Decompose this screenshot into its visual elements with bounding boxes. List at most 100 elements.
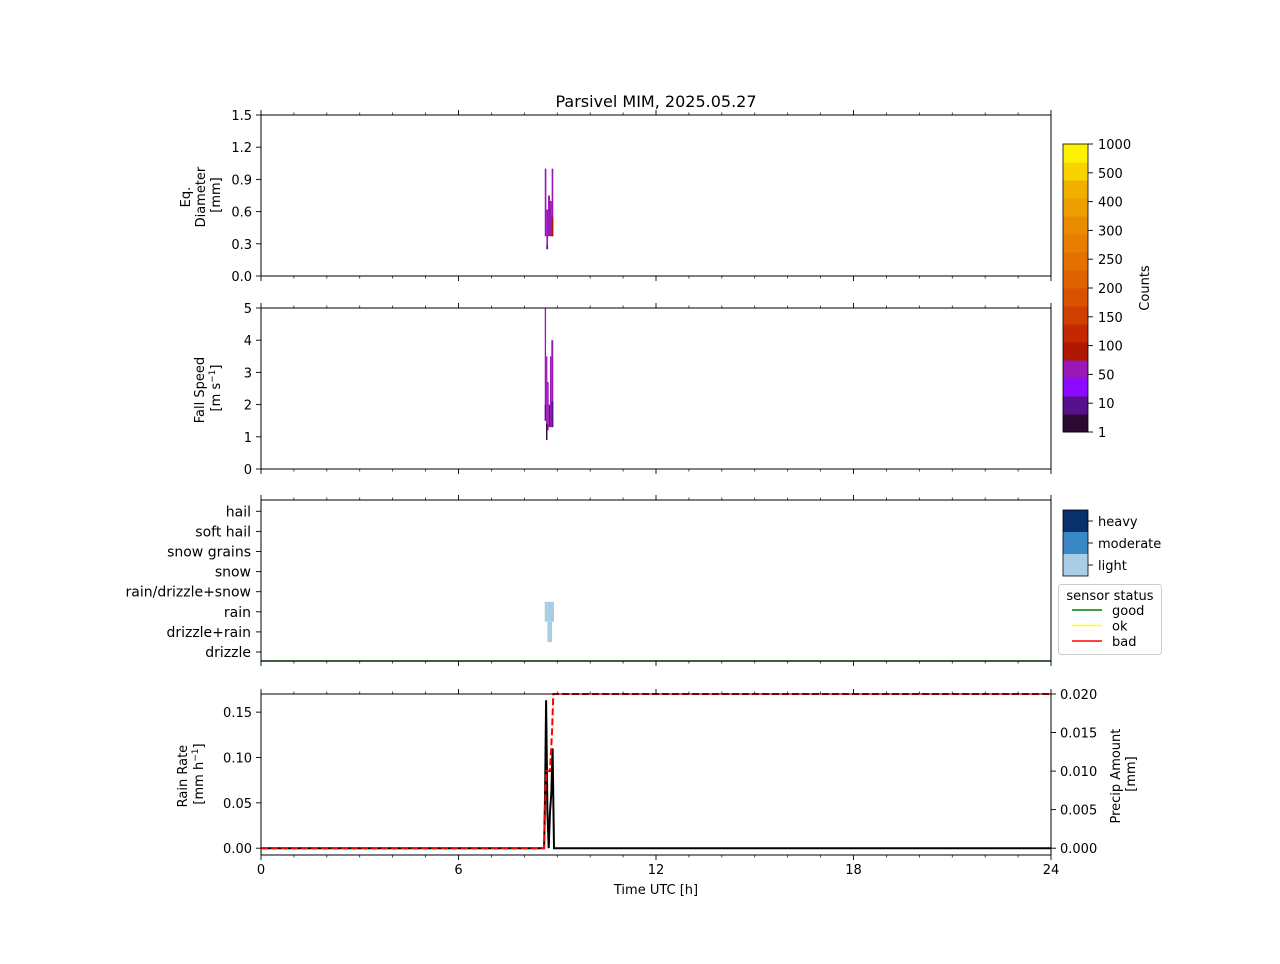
x-tick-label: 24	[1043, 863, 1060, 878]
rain-ylabel-line-2: [mm h−1]	[191, 743, 207, 804]
panel-diameter: 0.0 0.3 0.6 0.9 1.2 1.5 Eq. Diameter [mm]	[179, 109, 1052, 285]
colorbar-swatch	[1063, 342, 1088, 361]
precip-type-cell	[544, 601, 548, 622]
precip-amount-ylabel-line-2: [mm]	[1124, 756, 1139, 791]
fall-speed-cell	[546, 356, 548, 441]
figure-title: Parsivel MIM, 2025.05.27	[555, 92, 756, 111]
fall-speed-cell	[550, 356, 552, 428]
precip-amount-y-tick-label: 0.005	[1060, 804, 1097, 819]
colorbar-swatch	[1063, 144, 1088, 163]
colorbar-tick-label: 300	[1098, 224, 1123, 239]
diameter-y-tick-label: 0.3	[231, 238, 252, 253]
diameter-y-tick-label: 1.5	[231, 109, 252, 124]
x-tick-label: 18	[845, 863, 862, 878]
colorbar-swatch	[1063, 396, 1088, 415]
fall-speed-ylabel-unit: [m s	[209, 383, 224, 412]
colorbar-tick-label: 200	[1098, 282, 1123, 297]
precip-type-label: drizzle+rain	[166, 625, 251, 641]
diameter-y-tick-label: 0.0	[231, 270, 252, 285]
precip-type-label: soft hail	[195, 524, 251, 540]
precip-type-label: drizzle	[205, 645, 251, 661]
fall-speed-y-tick-label: 4	[244, 334, 252, 349]
fall-speed-cell	[544, 404, 547, 421]
x-tick-label: 6	[454, 863, 462, 878]
rain-rate-line	[261, 700, 1051, 850]
rain-ylabel: Rain Rate [mm h−1]	[176, 741, 207, 808]
intensity-swatch	[1063, 532, 1088, 554]
colorbar-tick-label: 400	[1098, 196, 1123, 211]
precip-amount-y-tick-label: 0.000	[1060, 842, 1097, 857]
fall-speed-cell	[551, 401, 554, 428]
precip-type-label: snow grains	[167, 545, 251, 561]
fall-speed-y-tick-label: 1	[244, 431, 252, 446]
rain-rate-y-tick-label: 0.05	[223, 797, 252, 812]
precip-type-label: hail	[226, 504, 251, 520]
precip-type-axes-frame	[260, 499, 1052, 662]
colorbar-swatch	[1063, 288, 1088, 307]
diameter-cell	[546, 244, 549, 250]
fall-speed-axes-frame	[260, 307, 1052, 470]
sensor-status-legend-title: sensor status	[1066, 589, 1153, 604]
colorbar-tick-label: 1	[1098, 426, 1106, 441]
colorbar-swatch	[1063, 270, 1088, 289]
diameter-cell	[546, 209, 549, 250]
intensity-swatch	[1063, 554, 1088, 576]
panel-rain: 0 6 12 18 24 0.00 0.05 0.10 0.15 0.000 0.005 0.010 0…	[176, 688, 1139, 898]
intensity-label: light	[1098, 559, 1127, 574]
colorbar-swatch	[1063, 198, 1088, 217]
diameter-cell	[551, 168, 554, 237]
intensity-legend: heavy moderate light	[1062, 509, 1161, 577]
fall-speed-y-tick-label: 3	[244, 366, 252, 381]
diameter-ylabel: Eq. Diameter [mm]	[179, 163, 224, 228]
colorbar-swatch	[1063, 216, 1088, 235]
fall-speed-cell	[546, 423, 548, 441]
precip-amount-ylabel-line-1: Precip Amount	[1109, 729, 1124, 824]
diameter-ylabel-line-1: Eq.	[179, 187, 194, 208]
x-tick-label: 0	[257, 863, 265, 878]
colorbar-tick-label: 100	[1098, 340, 1123, 355]
precip-amount-y-tick-label: 0.020	[1060, 688, 1097, 703]
x-tick-label: 12	[648, 863, 665, 878]
fall-speed-ylabel: Fall Speed [m s−1]	[193, 353, 224, 424]
precip-type-label: snow	[215, 565, 251, 581]
precip-type-label: rain/drizzle+snow	[126, 585, 251, 601]
diameter-axes-frame	[260, 114, 1052, 277]
intensity-label: moderate	[1098, 537, 1161, 552]
precip-type-cell	[551, 601, 554, 622]
colorbar-tick-label: 250	[1098, 253, 1123, 268]
status-legend-label: ok	[1112, 620, 1128, 635]
fall-speed-ylabel-line-1: Fall Speed	[193, 357, 208, 423]
diameter-y-tick-label: 0.9	[231, 173, 252, 188]
precip-type-cell	[547, 621, 552, 642]
diameter-y-tick-label: 0.6	[231, 206, 252, 221]
diameter-cell	[551, 216, 554, 237]
diameter-ylabel-line-3: [mm]	[209, 177, 224, 212]
fall-speed-y-tick-label: 2	[244, 399, 252, 414]
colorbar-swatch	[1063, 180, 1088, 199]
colorbar-swatch	[1063, 252, 1088, 271]
rain-ylabel-end: ]	[192, 743, 207, 748]
diameter-ylabel-line-2: Diameter	[194, 166, 209, 227]
precip-type-cell	[547, 601, 552, 622]
diameter-cell	[550, 200, 552, 237]
intensity-swatch	[1063, 510, 1088, 532]
intensity-label: heavy	[1098, 515, 1138, 530]
fall-speed-y-tick-label: 0	[244, 463, 252, 478]
status-legend-label: bad	[1112, 635, 1136, 650]
precip-amount-y-tick-label: 0.015	[1060, 727, 1097, 742]
counts-colorbar: 1 10 50 100 150 200 250 300 400 500 1000 Counts	[1062, 138, 1153, 441]
fall-speed-cell	[547, 382, 549, 431]
fall-speed-cell	[544, 308, 547, 421]
status-legend-label: good	[1112, 604, 1144, 619]
colorbar-tick-label: 150	[1098, 311, 1123, 326]
panel-precip-type: drizzle drizzle+rain rain rain/drizzle+snow…	[126, 495, 1052, 666]
colorbar-tick-label: 10	[1098, 397, 1115, 412]
colorbar-swatch	[1063, 324, 1088, 343]
precip-amount-y-tick-label: 0.010	[1060, 765, 1097, 780]
colorbar-swatch	[1063, 234, 1088, 253]
fall-speed-ylabel-end: ]	[209, 365, 224, 370]
diameter-cell	[548, 195, 551, 237]
colorbar-swatch	[1063, 360, 1088, 379]
